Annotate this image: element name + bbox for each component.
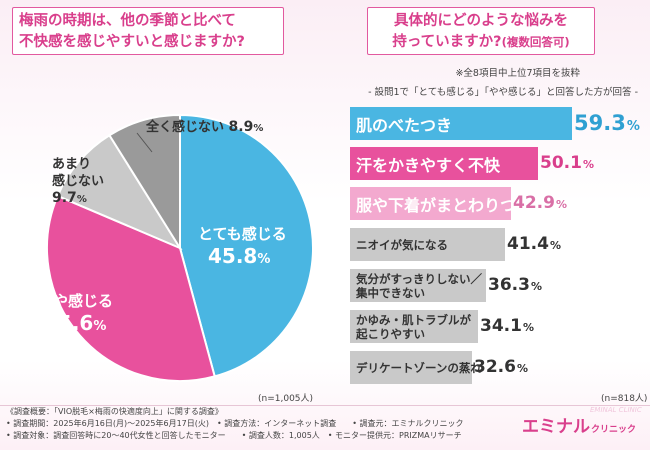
bar-category-label: 気分がすっきりしない／ 集中できない (356, 271, 483, 300)
pie-label-totemo: とても感じる 45.8% (198, 223, 287, 268)
bar-note-respondents: - 設問1で「とても感じる」「やや感じる」と回答した方が回答 - (368, 87, 638, 98)
bar-question-box: 具体的にどのような悩みを 持っていますか?(複数回答可) (367, 7, 595, 55)
pie-leader-line (136, 132, 153, 153)
bar-sample-size: (n=818人) (601, 394, 648, 404)
bar-category-label: 服や下着がまとわりつく (356, 195, 533, 215)
footer-divider (0, 405, 650, 406)
bar-fill (350, 351, 472, 384)
bar-category-label: かゆみ・肌トラブルが 起こりやすい (356, 312, 471, 341)
pie-label-yaya-pct: % (93, 319, 107, 334)
pie-label-totemo-pct: % (257, 252, 271, 267)
pie-label-amari-cat1: あまり (52, 157, 92, 172)
bar-category-label: デリケートゾーンの蒸れ (356, 360, 482, 375)
pie-label-yaya-num: 35.6 (44, 311, 94, 335)
bar-fill (350, 228, 505, 261)
footer-survey-line3: • 調査対象：調査回答時に20～40代女性と回答したモニター • 調査人数：1,… (6, 431, 462, 440)
pie-question-line1: 梅雨の時期は、他の季節と比べて (19, 13, 236, 29)
bar-value-label: 50.1% (540, 153, 594, 173)
bar-question-line1: 具体的にどのような悩みを (394, 13, 568, 29)
bar-value-label: 42.9% (513, 193, 567, 213)
bar-fill (350, 310, 478, 343)
bar-category-label: 汗をかきやすく不快 (356, 155, 501, 175)
pie-label-amari: あまり 感じない 9.7% (52, 156, 104, 208)
bar-question-line2-main: 持っていますか? (392, 34, 502, 50)
bar-value-label: 34.1% (480, 316, 534, 336)
bar-fill (350, 107, 572, 140)
bar-fill (350, 187, 511, 220)
pie-label-mattaku-cat: 全く感じない (146, 120, 225, 135)
bar-value-label: 41.4% (507, 234, 561, 254)
pie-question-box: 梅雨の時期は、他の季節と比べて 不快感を感じやすいと感じますか? (12, 7, 284, 55)
logo-main: エミナル (522, 417, 590, 437)
pie-label-yaya: やや感じる 35.6% (38, 290, 113, 335)
bar-fill (350, 269, 486, 302)
footer-survey-line2: • 調査期間：2025年6月16日(月)～2025年6月17日(火) • 調査方… (6, 419, 464, 428)
pie-label-mattaku-pct: % (253, 123, 264, 134)
pie-label-amari-num: 9.7 (52, 190, 77, 206)
bar-category-label: 肌のべたつき (356, 115, 453, 135)
pie-slice-yaya (46, 194, 216, 382)
bar-category-label: ニオイが気になる (356, 237, 448, 252)
pie-label-mattaku: 全く感じない 8.9% (146, 116, 263, 135)
pie-label-amari-pct: % (76, 194, 87, 205)
logo-sub: クリニック (591, 425, 637, 435)
pie-question-line2: 不快感を感じやすいと感じますか? (19, 34, 245, 50)
pie-sample-size: (n=1,005人) (258, 394, 314, 404)
bar-value-label: 59.3% (574, 111, 640, 135)
bar-value-label: 32.6% (474, 357, 528, 377)
bar-question-line2: 持っていますか?(複数回答可) (374, 32, 588, 53)
bar-note-top7: ※全8項目中上位7項目を抜粋 (455, 68, 580, 79)
bar-value-label: 36.3% (488, 275, 542, 295)
pie-label-totemo-num: 45.8 (208, 244, 258, 268)
bar-fill (350, 147, 538, 180)
bar-question-line2-small: (複数回答可) (501, 35, 570, 49)
pie-label-yaya-cat: やや感じる (38, 292, 114, 310)
pie-label-mattaku-num: 8.9 (228, 119, 254, 135)
pie-label-amari-cat2: 感じない (52, 174, 105, 189)
footer-survey-title: 《調査概要：「VIO脱毛×梅雨の快適度向上」に関する調査》 (6, 407, 223, 416)
eminal-logo: エミナルクリニック (522, 412, 636, 437)
pie-label-totemo-cat: とても感じる (198, 225, 287, 243)
logo-watermark: EMINAL CLINIC (590, 406, 642, 414)
